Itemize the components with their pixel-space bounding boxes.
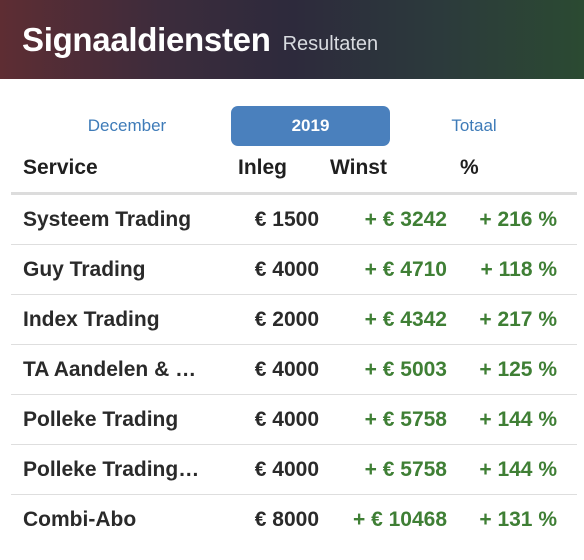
- winst-value: + € 10468: [352, 508, 447, 531]
- service-name: Combi-Abo: [23, 508, 137, 531]
- percent-value: + 125 %: [479, 358, 557, 381]
- tab-totaal[interactable]: Totaal: [451, 116, 497, 135]
- inleg-value: € 4000: [254, 458, 319, 481]
- percent-value: + 118 %: [480, 258, 557, 281]
- page-subtitle: Resultaten: [282, 33, 379, 55]
- percent-value: + 216 %: [479, 208, 557, 231]
- page-title: Signaaldiensten: [22, 20, 271, 58]
- tab-december[interactable]: December: [87, 116, 167, 135]
- service-name: Guy Trading: [23, 258, 146, 281]
- table-row: Combi-Abo € 8000 + € 10468 + 131 %: [11, 495, 577, 545]
- table-row: Polleke Trading € 4000 + € 5758 + 144 %: [11, 395, 577, 445]
- winst-value: + € 5758: [364, 408, 447, 431]
- inleg-value: € 2000: [254, 308, 319, 331]
- column-header-inleg: Inleg: [238, 156, 288, 179]
- winst-value: + € 5758: [364, 458, 447, 481]
- table-row: TA Aandelen & … € 4000 + € 5003 + 125 %: [11, 345, 577, 395]
- service-name: Index Trading: [23, 308, 160, 331]
- percent-value: + 217 %: [479, 308, 557, 331]
- tab-2019[interactable]: 2019: [231, 106, 390, 146]
- page-header: Signaaldiensten Resultaten: [0, 0, 584, 79]
- header-divider: [11, 192, 577, 195]
- inleg-value: € 4000: [254, 408, 319, 431]
- table-row: Index Trading € 2000 + € 4342 + 217 %: [11, 295, 577, 345]
- winst-value: + € 4710: [364, 258, 447, 281]
- winst-value: + € 4342: [364, 308, 447, 331]
- service-name: Systeem Trading: [23, 208, 192, 231]
- inleg-value: € 4000: [254, 358, 319, 381]
- service-name: Polleke Trading…: [23, 458, 200, 481]
- inleg-value: € 1500: [254, 208, 319, 231]
- table-row: Polleke Trading… € 4000 + € 5758 + 144 %: [11, 445, 577, 495]
- service-name: Polleke Trading: [23, 408, 179, 431]
- table-row: Systeem Trading € 1500 + € 3242 + 216 %: [11, 195, 577, 245]
- winst-value: + € 3242: [364, 208, 447, 231]
- inleg-value: € 4000: [254, 258, 319, 281]
- percent-value: + 144 %: [479, 458, 557, 481]
- results-table: Systeem Trading € 1500 + € 3242 + 216 % …: [11, 195, 577, 545]
- period-tabs: December 2019 Totaal: [0, 106, 584, 146]
- column-header-winst: Winst: [330, 156, 387, 179]
- winst-value: + € 5003: [364, 358, 447, 381]
- service-name: TA Aandelen & …: [23, 358, 197, 381]
- table-row: Guy Trading € 4000 + € 4710 + 118 %: [11, 245, 577, 295]
- percent-value: + 144 %: [479, 408, 557, 431]
- percent-value: + 131 %: [479, 508, 557, 531]
- column-header-percent: %: [460, 156, 479, 179]
- inleg-value: € 8000: [254, 508, 319, 531]
- column-header-service: Service: [23, 156, 98, 179]
